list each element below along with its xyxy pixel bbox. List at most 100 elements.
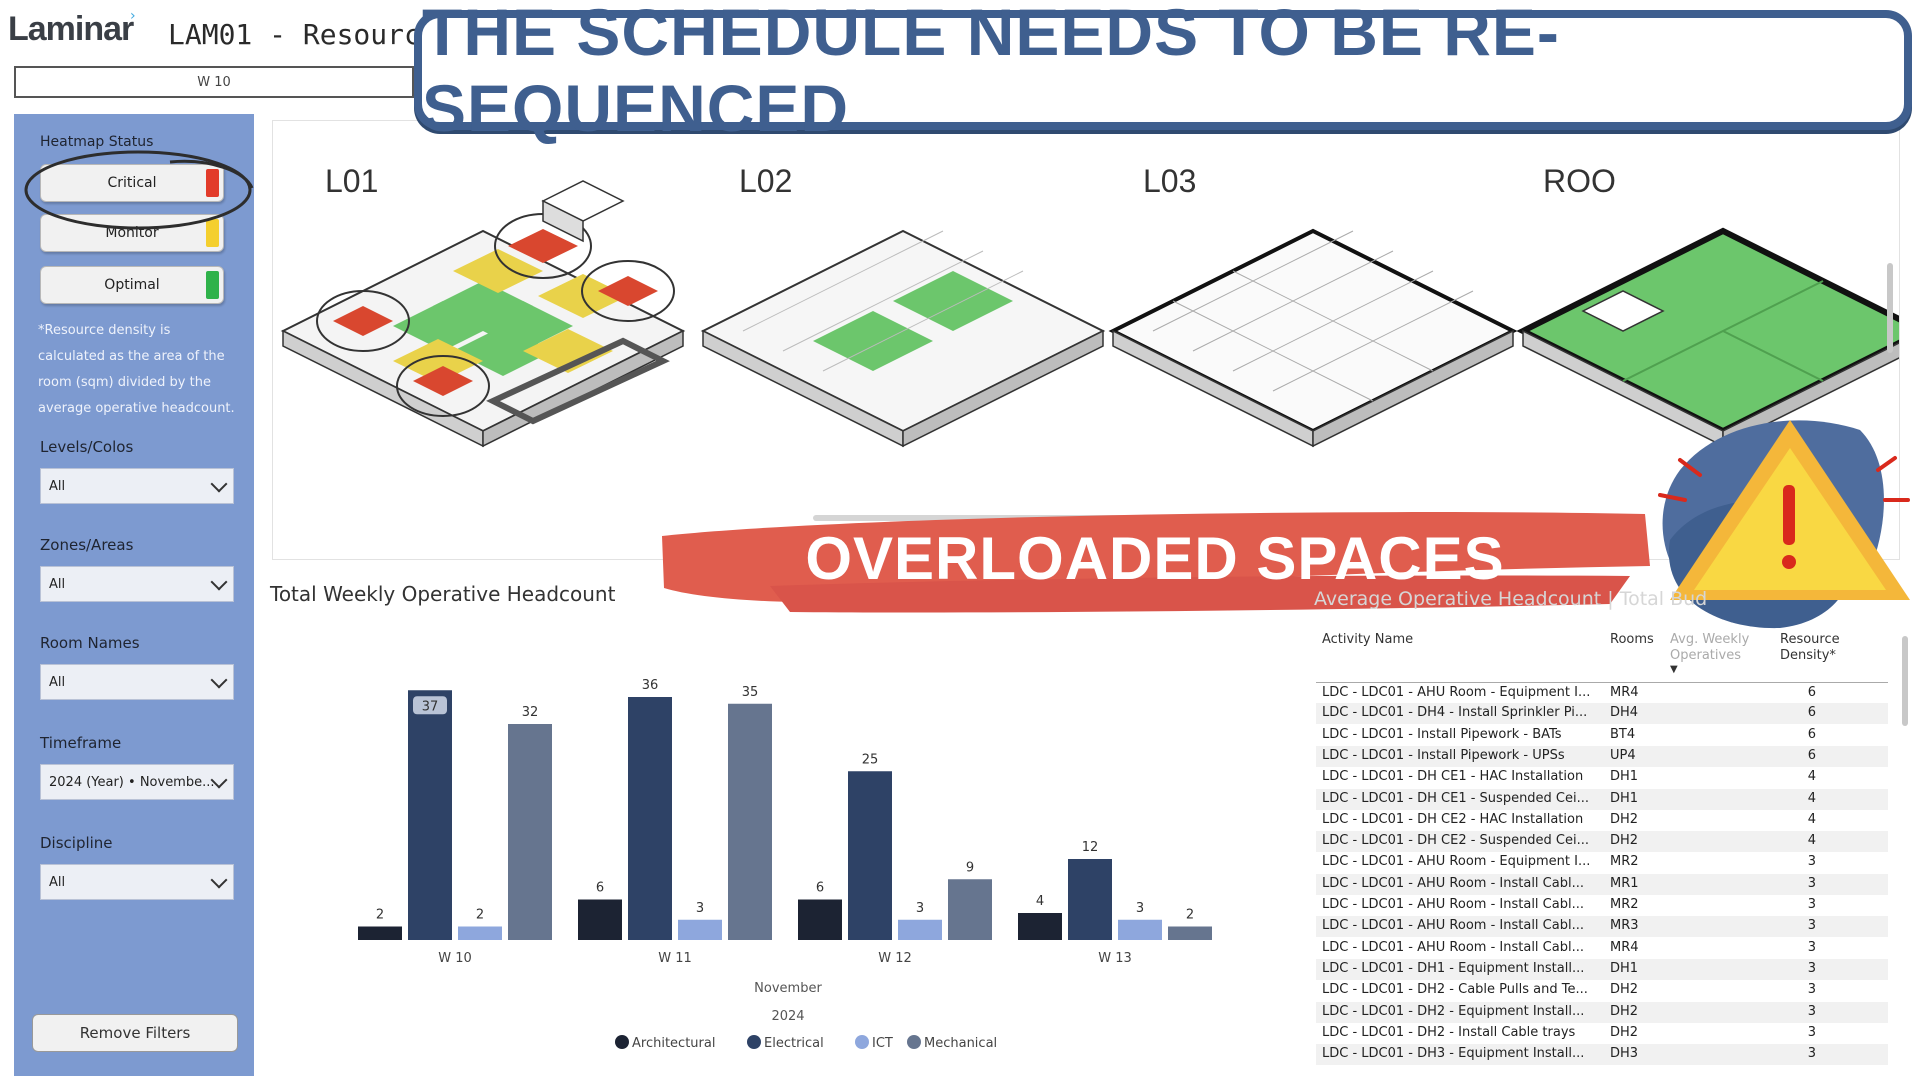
activity-name-cell: LDC - LDC01 - AHU Room - Install Cabl... (1322, 875, 1584, 891)
bar-architectural-w12[interactable] (798, 899, 842, 941)
bar-mechanical-w10[interactable] (508, 724, 552, 940)
optimal-status-button[interactable]: Optimal (40, 266, 224, 304)
room-names-label: Room Names (40, 634, 140, 652)
bar-ict-w10[interactable] (458, 926, 502, 941)
legend-label[interactable]: ICT (872, 1036, 893, 1051)
bar-ict-w12[interactable] (898, 919, 942, 940)
activity-name-cell: LDC - LDC01 - DH2 - Equipment Install... (1322, 1003, 1585, 1019)
table-row[interactable]: LDC - LDC01 - DH CE1 - HAC Installation D… (1316, 767, 1888, 789)
room-names-dropdown[interactable]: All (40, 664, 234, 700)
table-row[interactable]: LDC - LDC01 - Install Pipework - UPSs UP4… (1316, 745, 1888, 767)
levels-colos-dropdown[interactable]: All (40, 468, 234, 504)
avg-operatives-cell: 6 (1807, 747, 1816, 763)
bar-ict-w11[interactable] (678, 919, 722, 940)
table-row[interactable]: LDC - LDC01 - DH CE2 - HAC Installation D… (1316, 809, 1888, 831)
bar-electrical-w13[interactable] (1068, 859, 1112, 940)
activity-name-cell: LDC - LDC01 - DH4 - Install Sprinkler Pi… (1322, 705, 1588, 721)
data-label: 6 (596, 881, 604, 896)
floorplan-l01 (280, 180, 686, 448)
timeframe-dropdown[interactable]: 2024 (Year) • Novembe... (40, 764, 234, 800)
bar-architectural-w13[interactable] (1018, 913, 1062, 940)
room-cell: DH1 (1610, 769, 1639, 785)
table-vertical-scrollbar[interactable] (1902, 636, 1908, 726)
avg-operatives-cell: 4 (1807, 790, 1816, 806)
avg-operatives-cell: 3 (1807, 1046, 1816, 1062)
bar-electrical-w12[interactable] (848, 771, 892, 940)
timeframe-value: 2024 (Year) • Novembe... (49, 774, 215, 790)
col-rooms[interactable]: Rooms (1610, 632, 1654, 647)
optimal-color-chip (206, 271, 219, 299)
critical-label: Critical (107, 175, 157, 191)
report-title: LAM01 - Resource (168, 18, 438, 51)
table-row[interactable]: LDC - LDC01 - AHU Room - Install Cabl...… (1316, 873, 1888, 895)
note-line: *Resource density is (38, 323, 171, 338)
week-filter-slicer[interactable]: W 10 (14, 66, 414, 98)
resource-density-cell: 525 (1796, 897, 1920, 912)
legend-label[interactable]: Mechanical (924, 1036, 997, 1051)
table-row[interactable]: LDC - LDC01 - DH1 - Equipment Install...… (1316, 958, 1888, 980)
col-avg-weekly-operatives[interactable]: Avg. Weekly Operatives (1670, 632, 1750, 663)
table-row[interactable]: LDC - LDC01 - DH3 - Equipment Install...… (1316, 1044, 1888, 1066)
remove-filters-button[interactable]: Remove Filters (32, 1014, 238, 1052)
data-label: 25 (862, 752, 879, 767)
heatmap-vertical-scrollbar[interactable] (1887, 263, 1893, 353)
table-row[interactable]: LDC - LDC01 - DH2 - Equipment Install...… (1316, 1001, 1888, 1023)
data-label: 35 (742, 685, 759, 700)
bar-architectural-w11[interactable] (578, 899, 622, 941)
legend-label[interactable]: Electrical (764, 1036, 824, 1051)
table-row[interactable]: LDC - LDC01 - AHU Room - Equipment I... M… (1316, 682, 1888, 704)
legend-label[interactable]: Architectural (632, 1036, 715, 1051)
discipline-dropdown[interactable]: All (40, 864, 234, 900)
bar-mechanical-w13[interactable] (1168, 926, 1212, 941)
timeframe-label: Timeframe (40, 734, 122, 752)
bar-architectural-w10[interactable] (358, 926, 402, 941)
legend-marker[interactable] (907, 1035, 921, 1049)
levels-colos-value: All (49, 478, 66, 494)
table-row[interactable]: LDC - LDC01 - AHU Room - Install Cabl...… (1316, 916, 1888, 938)
table-row[interactable]: LDC - LDC01 - DH2 - Install Cable trays D… (1316, 1022, 1888, 1044)
avg-operatives-cell: 3 (1807, 960, 1816, 976)
bar-mechanical-w11[interactable] (728, 703, 772, 940)
room-cell: DH4 (1610, 705, 1639, 721)
table-row[interactable]: LDC - LDC01 - AHU Room - Install Cabl...… (1316, 937, 1888, 959)
table-row[interactable]: LDC - LDC01 - Install Pipework - BATs BT4… (1316, 724, 1888, 746)
laminar-logo: Laminar (8, 10, 134, 48)
col-resource-density[interactable]: Resource Density* (1780, 632, 1840, 663)
avg-operatives-cell: 3 (1807, 939, 1816, 955)
chevron-down-icon (210, 871, 228, 889)
bar-ict-w13[interactable] (1118, 919, 1162, 940)
level-label-roo: ROO (1543, 163, 1616, 199)
room-cell: BT4 (1610, 726, 1636, 742)
legend-marker[interactable] (855, 1035, 869, 1049)
table-row[interactable]: LDC - LDC01 - AHU Room - Equipment I... M… (1316, 852, 1888, 874)
resource-density-cell: 227 (1796, 833, 1920, 848)
chart-title: Total Weekly Operative Headcount (270, 582, 616, 606)
critical-color-chip (206, 169, 219, 197)
data-label: 9 (966, 860, 974, 875)
table-row[interactable]: LDC - LDC01 - DH4 - Install Sprinkler Pi… (1316, 703, 1888, 725)
bar-mechanical-w12[interactable] (948, 879, 992, 940)
table-row[interactable]: LDC - LDC01 - DH CE2 - Suspended Cei... D… (1316, 831, 1888, 853)
table-row[interactable]: LDC - LDC01 - DH CE1 - Suspended Cei... D… (1316, 788, 1888, 810)
sort-desc-icon[interactable]: ▼ (1670, 664, 1678, 675)
zones-areas-dropdown[interactable]: All (40, 566, 234, 602)
legend-marker[interactable] (747, 1035, 761, 1049)
resource-density-cell: 227 (1796, 961, 1920, 976)
table-title: Average Operative Headcount | Total Bud (1314, 588, 1708, 610)
table-row[interactable]: LDC - LDC01 - DH2 - Cable Pulls and Te..… (1316, 980, 1888, 1002)
critical-status-button[interactable]: Critical (40, 164, 224, 202)
table-row[interactable]: LDC - LDC01 - AHU Room - Install Cabl...… (1316, 895, 1888, 916)
bar-electrical-w10[interactable] (408, 690, 452, 940)
legend-marker[interactable] (615, 1035, 629, 1049)
room-cell: DH2 (1610, 982, 1639, 998)
monitor-status-button[interactable]: Monitor (40, 214, 224, 252)
data-label: 12 (1082, 840, 1099, 855)
avg-operatives-cell: 6 (1807, 726, 1816, 742)
activity-name-cell: LDC - LDC01 - Install Pipework - BATs (1322, 726, 1562, 742)
note-line: average operative headcount. (38, 401, 235, 416)
col-activity-name[interactable]: Activity Name (1322, 632, 1414, 647)
bar-electrical-w11[interactable] (628, 697, 672, 940)
data-label: 3 (696, 901, 704, 916)
room-cell: UP4 (1610, 747, 1636, 763)
